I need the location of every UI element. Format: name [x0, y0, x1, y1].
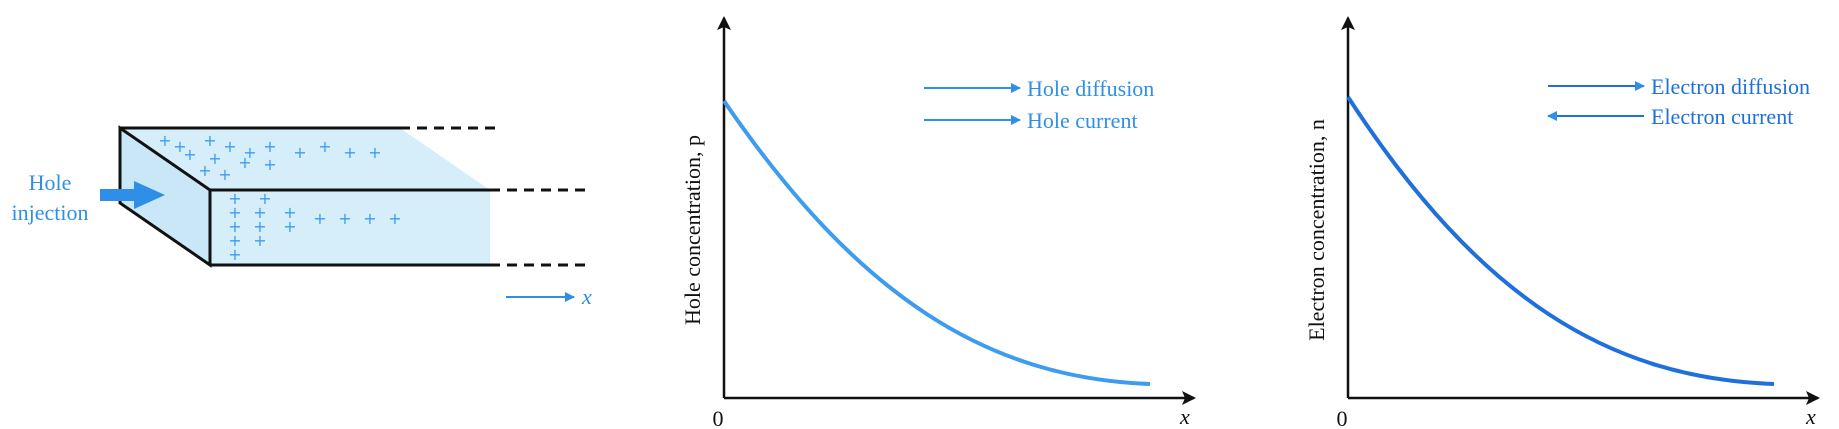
hole-charge-plus: + [313, 209, 326, 228]
hole-charge-plus: + [263, 155, 276, 174]
hole-charge-plus: + [208, 149, 221, 168]
hole-x-label: x [1179, 404, 1190, 429]
injection-arrow-icon [100, 181, 165, 209]
hole-y-axis-label: Hole concentration, p [680, 135, 705, 325]
hole-charge-plus: + [338, 209, 351, 228]
hole-charge-plus: + [263, 137, 276, 156]
hole-charge-plus: + [258, 189, 271, 208]
hole-charge-plus: + [368, 143, 381, 162]
hole-charge-plus: + [238, 153, 251, 172]
injection-label-line2: injection [12, 200, 89, 225]
electron-concentration-curve [1346, 95, 1775, 386]
hole-origin-label: 0 [713, 406, 724, 429]
injection-label-line1: Hole [29, 170, 72, 195]
hole-charge-plus: + [218, 165, 231, 184]
semiconductor-slab: + + + + + + + + + ++ + + ++ ++ ++ + + + + + ++ + ++ ++ [118, 125, 585, 268]
hole-current-label: Hole current [1027, 108, 1138, 133]
hole-charge-plus: + [173, 137, 186, 156]
hole-charge-plus: + [253, 217, 266, 236]
hole-charge-plus: + [203, 131, 216, 150]
hole-charge-plus: + [158, 131, 171, 150]
hole-concentration-curve [722, 99, 1151, 386]
electron-y-axis-label: Electron concentration, n [1304, 119, 1329, 341]
hole-charge-plus: + [293, 143, 306, 162]
hole-charges: + + + + + + + + + ++ + + ++ ++ ++ + + + + + ++ + ++ ++ [158, 131, 401, 264]
hole-charge-plus: + [198, 161, 211, 180]
slab-x-label: x [581, 284, 592, 309]
hole-charge-plus: + [243, 143, 256, 162]
hole-charge-plus: + [253, 231, 266, 250]
hole-charge-plus: + [343, 143, 356, 162]
hole-concentration-plot: 0 x Hole concentration, p Hole diffusion… [680, 16, 1196, 429]
hole-diffusion-label: Hole diffusion [1027, 76, 1154, 101]
electron-x-label: x [1805, 404, 1816, 429]
hole-charge-plus: + [223, 137, 236, 156]
slab-shading [120, 128, 490, 265]
hole-charge-plus: + [283, 203, 296, 222]
hole-charge-plus: + [228, 231, 241, 250]
hole-charge-plus: + [228, 189, 241, 208]
hole-charge-plus: + [318, 137, 331, 156]
electron-origin-label: 0 [1337, 406, 1348, 429]
hole-charge-plus: + [228, 245, 241, 264]
hole-charge-plus: + [253, 203, 266, 222]
hole-charge-plus: + [363, 209, 376, 228]
hole-charge-plus: + [283, 217, 296, 236]
hole-charge-plus: + [228, 217, 241, 236]
electron-current-label: Electron current [1651, 104, 1793, 129]
hole-charge-plus: + [228, 203, 241, 222]
hole-charge-plus: + [183, 145, 196, 164]
hole-charge-plus: + [388, 209, 401, 228]
electron-diffusion-label: Electron diffusion [1651, 74, 1810, 99]
electron-concentration-plot: 0 x Electron concentration, n Electron d… [1304, 16, 1820, 429]
